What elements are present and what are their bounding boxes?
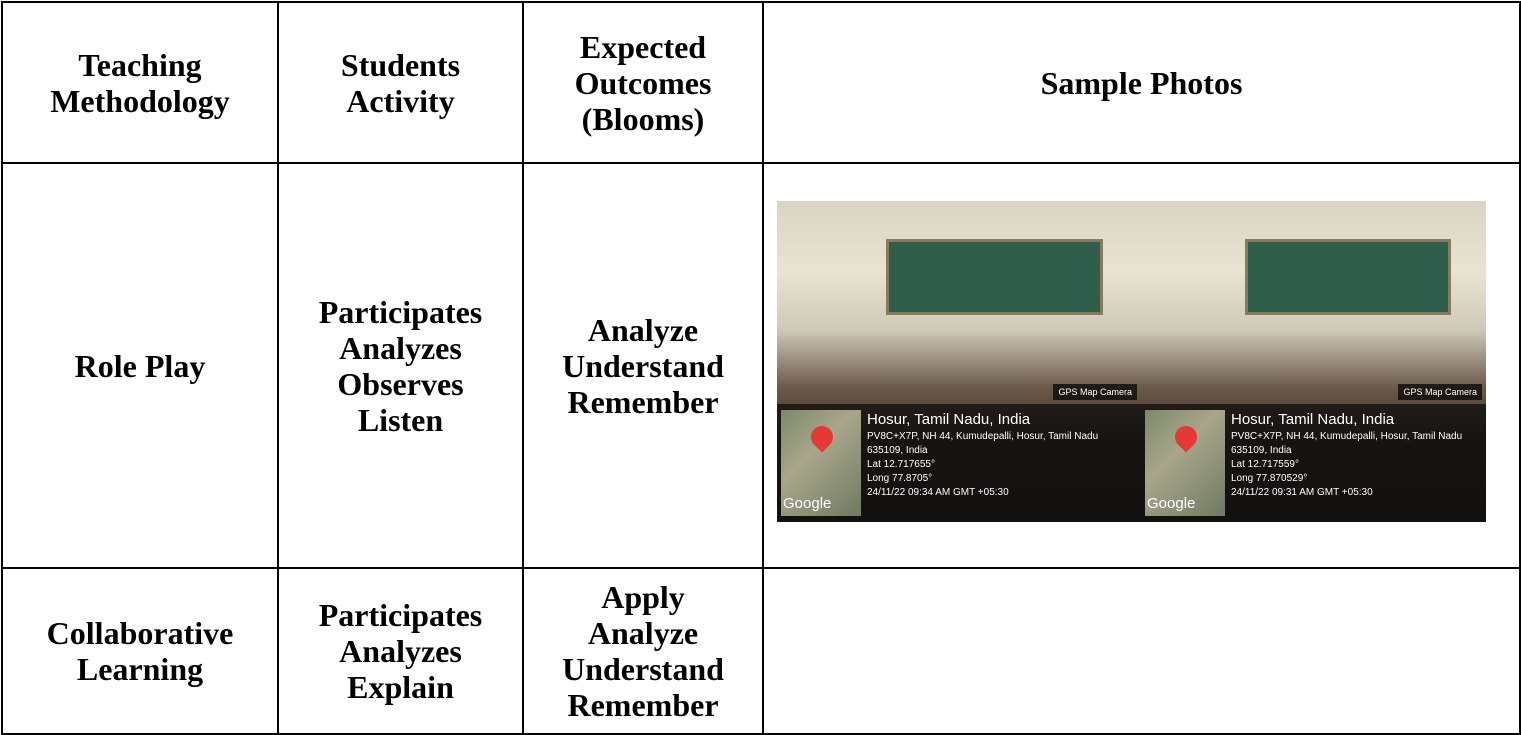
table-cell: Teaching Methodology xyxy=(1,1,279,164)
cell-line: Analyzes xyxy=(339,329,462,366)
map-label: Google xyxy=(783,495,832,512)
geo-lat: Lat 12.717559° xyxy=(1231,459,1299,470)
cell-line: Explain xyxy=(347,669,454,705)
cell-line: Sample Photos xyxy=(1040,64,1243,101)
geo-timestamp: 24/11/22 09:31 AM GMT +05:30 xyxy=(1231,487,1373,498)
header-row: Teaching Methodology Students Activity Expec… xyxy=(1,1,1521,164)
gps-badge: GPS Map Camera xyxy=(1398,384,1482,400)
geo-address: PV8C+X7P, NH 44, Kumudepalli, Hosur, Tam… xyxy=(867,431,1099,442)
photo-cell xyxy=(762,567,1521,735)
geo-info: Google Hosur, Tamil Nadu, India PV8C+X7P, … xyxy=(1141,404,1486,522)
geo-postal: 635109, India xyxy=(1231,445,1292,456)
cell-line: Activity xyxy=(346,82,455,119)
table-row: Collaborative Learning Participates Analyze… xyxy=(1,567,1521,735)
cell-line: Collaborative xyxy=(46,615,234,651)
cell-line: Analyzes xyxy=(339,633,462,669)
cell-line: Analyze xyxy=(587,311,699,348)
table-cell: Expected Outcomes (Blooms) xyxy=(522,1,764,164)
cell-line: Understand xyxy=(562,651,724,687)
cell-line: Participates xyxy=(318,597,483,633)
map-thumb: Google xyxy=(781,410,861,516)
cell-line: Role Play xyxy=(74,347,206,384)
table-cell: Sample Photos xyxy=(762,1,1521,164)
table-cell: Students Activity xyxy=(277,1,524,164)
cell-line: Remember xyxy=(567,687,719,723)
geo-long: Long 77.8705° xyxy=(867,473,933,484)
table-cell: Apply Analyze Understand Remember xyxy=(522,567,764,735)
map-label: Google xyxy=(1147,495,1196,512)
geo-lines: Hosur, Tamil Nadu, India PV8C+X7P, NH 44,… xyxy=(867,410,1098,500)
map-pin xyxy=(806,421,838,453)
cell-line: Students xyxy=(340,46,461,83)
blackboard xyxy=(886,239,1104,315)
table-cell: Role Play xyxy=(1,162,279,569)
cell-line: Apply xyxy=(601,579,685,615)
geo-lat: Lat 12.717655° xyxy=(867,459,935,470)
location: Hosur, Tamil Nadu, India xyxy=(867,411,1031,428)
cell-line: (Blooms) xyxy=(581,100,705,137)
cell-line: Observes xyxy=(337,365,464,402)
cell-line: Teaching xyxy=(78,46,202,83)
sample-photo: GPS Map Camera Google Hosur, Tamil Nadu, I… xyxy=(1141,201,1486,522)
table-cell: Participates Analyzes Explain xyxy=(277,567,524,735)
table-cell: Collaborative Learning xyxy=(1,567,279,735)
blackboard xyxy=(1244,239,1451,315)
location: Hosur, Tamil Nadu, India xyxy=(1231,411,1395,428)
geo-long: Long 77.870529° xyxy=(1231,473,1308,484)
cell-line: Analyze xyxy=(587,615,699,651)
geo-address: PV8C+X7P, NH 44, Kumudepalli, Hosur, Tam… xyxy=(1231,431,1463,442)
cell-line: Outcomes xyxy=(574,64,712,101)
sample-photo: GPS Map Camera Google Hosur, Tamil Nadu, I… xyxy=(777,201,1141,522)
geo-lines: Hosur, Tamil Nadu, India PV8C+X7P, NH 44,… xyxy=(1231,410,1462,500)
gps-badge: GPS Map Camera xyxy=(1053,384,1137,400)
cell-line: Listen xyxy=(357,401,444,438)
cell-line: Methodology xyxy=(50,82,230,119)
geo-postal: 635109, India xyxy=(867,445,928,456)
map-pin xyxy=(1170,421,1202,453)
table-cell: Participates Analyzes Observes Listen xyxy=(277,162,524,569)
cell-line: Remember xyxy=(567,383,719,420)
geo-info: Google Hosur, Tamil Nadu, India PV8C+X7P, … xyxy=(777,404,1141,522)
table-cell: Analyze Understand Remember xyxy=(522,162,764,569)
cell-line: Expected xyxy=(579,28,707,65)
cell-line: Learning xyxy=(76,651,204,687)
cell-line: Understand xyxy=(562,347,724,384)
cell-line: Participates xyxy=(318,293,483,330)
map-thumb: Google xyxy=(1145,410,1225,516)
geo-timestamp: 24/11/22 09:34 AM GMT +05:30 xyxy=(867,487,1009,498)
